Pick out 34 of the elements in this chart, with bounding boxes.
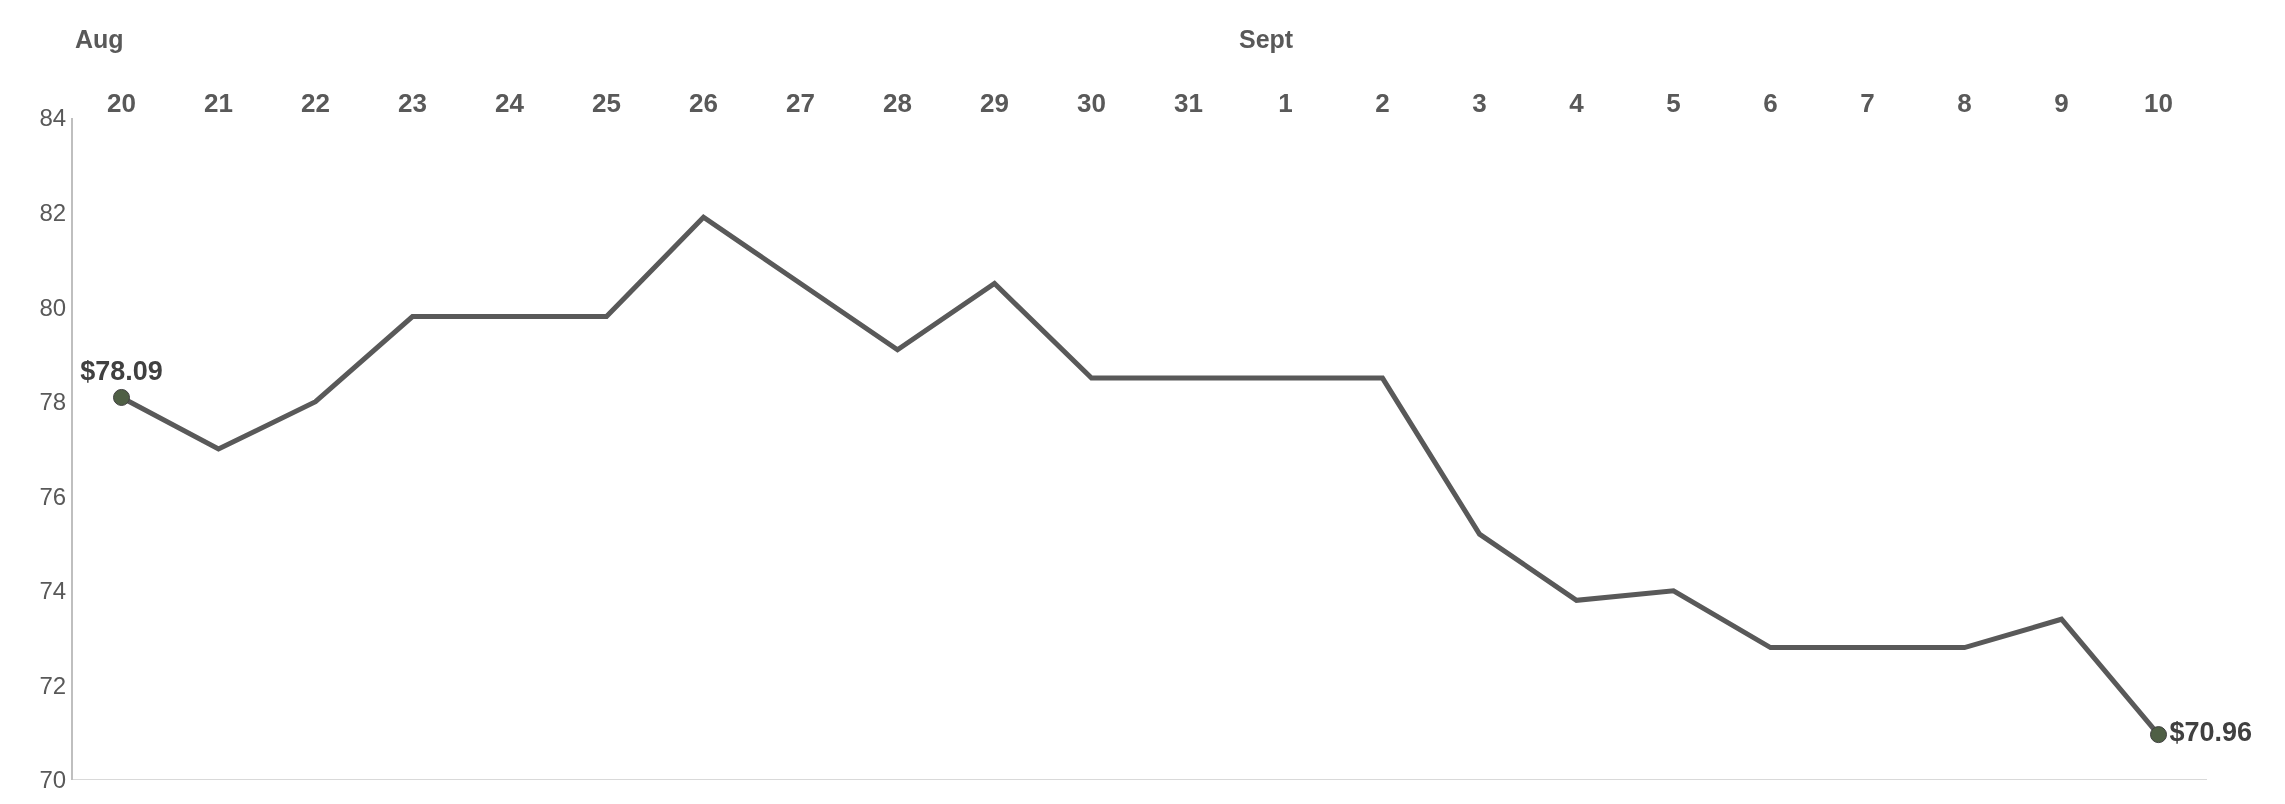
x-tick-label: 20 (107, 87, 136, 118)
y-tick-label: 82 (39, 198, 67, 226)
y-tick-label: 76 (39, 482, 67, 510)
data-label: $78.09 (80, 355, 163, 386)
x-tick-label: 8 (1957, 87, 1972, 118)
x-tick-label: 27 (786, 87, 815, 118)
text: Sept (1239, 25, 1294, 53)
x-tick-label: 7 (1860, 87, 1875, 118)
x-tick-label: 1 (1278, 87, 1293, 118)
x-tick-label: 21 (204, 87, 233, 118)
x-tick-label: 25 (592, 87, 621, 118)
x-tick-label: 29 (980, 87, 1009, 118)
y-tick-label: 74 (39, 577, 67, 605)
y-tick-label: 84 (39, 104, 67, 132)
y-tick-label: 70 (39, 766, 67, 794)
y-tick-label: 72 (39, 671, 67, 699)
x-tick-label: 22 (301, 87, 330, 118)
x-tick-label: 26 (689, 87, 718, 118)
x-tick-label: 10 (2144, 87, 2173, 118)
x-tick-label: 24 (495, 87, 525, 118)
x-tick-label: 23 (398, 87, 427, 118)
text: Aug (75, 25, 124, 53)
data-label: $70.96 (2169, 717, 2253, 748)
x-tick-label: 30 (1077, 87, 1106, 118)
x-tick-label: 2 (1375, 87, 1390, 118)
y-tick-label: 80 (39, 293, 67, 321)
x-tick-label: 31 (1174, 87, 1203, 118)
x-tick-label: 4 (1569, 87, 1585, 118)
x-tick-label: 28 (883, 87, 912, 118)
y-tick-label: 78 (39, 388, 67, 416)
x-tick-label: 6 (1763, 87, 1778, 118)
x-tick-label: 3 (1472, 87, 1487, 118)
x-tick-label: 5 (1666, 87, 1681, 118)
x-tick-label: 9 (2054, 87, 2069, 118)
